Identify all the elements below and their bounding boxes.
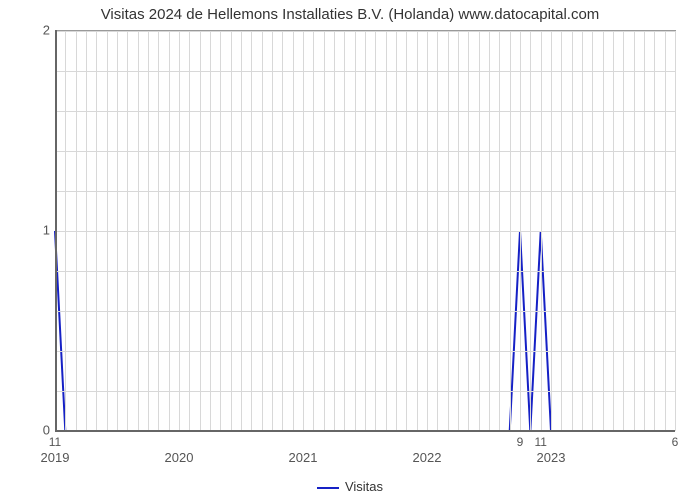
grid-v (313, 31, 314, 431)
legend-swatch (317, 487, 339, 489)
x-axis (55, 430, 675, 432)
grid-v (355, 31, 356, 431)
grid-v (169, 31, 170, 431)
grid-v (262, 31, 263, 431)
grid-v (324, 31, 325, 431)
grid-v (365, 31, 366, 431)
y-tick-label: 2 (0, 23, 50, 38)
grid-v (96, 31, 97, 431)
grid-v (448, 31, 449, 431)
grid-v (158, 31, 159, 431)
grid-v (572, 31, 573, 431)
grid-v (592, 31, 593, 431)
grid-v (665, 31, 666, 431)
grid-v (231, 31, 232, 431)
grid-v (76, 31, 77, 431)
grid-v (375, 31, 376, 431)
grid-v (86, 31, 87, 431)
legend-label: Visitas (345, 479, 383, 494)
grid-v (458, 31, 459, 431)
grid-v (107, 31, 108, 431)
y-axis (55, 30, 57, 430)
grid-v (406, 31, 407, 431)
grid-v (293, 31, 294, 431)
grid-v (613, 31, 614, 431)
y-tick-label: 0 (0, 423, 50, 438)
grid-v (499, 31, 500, 431)
grid-v (148, 31, 149, 431)
grid-v (551, 31, 552, 431)
grid-v (644, 31, 645, 431)
point-label: 11 (49, 435, 61, 449)
plot-area (55, 30, 676, 431)
legend: Visitas (0, 479, 700, 494)
grid-v (654, 31, 655, 431)
grid-v (520, 31, 521, 431)
grid-v (541, 31, 542, 431)
x-tick-label: 2021 (289, 450, 318, 465)
point-label: 9 (517, 435, 524, 449)
grid-v (282, 31, 283, 431)
grid-v (127, 31, 128, 431)
chart-container: Visitas 2024 de Hellemons Installaties B… (0, 0, 700, 500)
grid-v (396, 31, 397, 431)
grid-v (489, 31, 490, 431)
x-tick-label: 2020 (165, 450, 194, 465)
grid-v (530, 31, 531, 431)
grid-v (241, 31, 242, 431)
grid-v (200, 31, 201, 431)
grid-v (386, 31, 387, 431)
grid-v (603, 31, 604, 431)
grid-v (189, 31, 190, 431)
grid-v (427, 31, 428, 431)
grid-v (561, 31, 562, 431)
grid-v (479, 31, 480, 431)
grid-v (220, 31, 221, 431)
grid-v (468, 31, 469, 431)
grid-v (210, 31, 211, 431)
x-tick-label: 2022 (413, 450, 442, 465)
grid-v (179, 31, 180, 431)
grid-v (437, 31, 438, 431)
grid-v (334, 31, 335, 431)
grid-v (675, 31, 676, 431)
grid-v (582, 31, 583, 431)
grid-v (138, 31, 139, 431)
point-label: 6 (672, 435, 679, 449)
chart-title: Visitas 2024 de Hellemons Installaties B… (0, 0, 700, 23)
grid-v (117, 31, 118, 431)
grid-v (344, 31, 345, 431)
grid-v (510, 31, 511, 431)
grid-v (634, 31, 635, 431)
grid-v (303, 31, 304, 431)
grid-v (65, 31, 66, 431)
grid-v (623, 31, 624, 431)
point-label: 11 (534, 435, 546, 449)
x-tick-label: 2019 (41, 450, 70, 465)
grid-v (417, 31, 418, 431)
grid-v (272, 31, 273, 431)
y-tick-label: 1 (0, 223, 50, 238)
x-tick-label: 2023 (537, 450, 566, 465)
grid-v (251, 31, 252, 431)
